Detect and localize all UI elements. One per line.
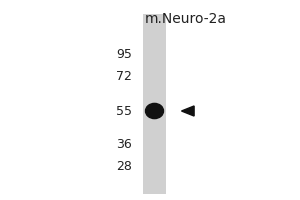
Text: 36: 36 <box>116 138 132 150</box>
Text: 95: 95 <box>116 47 132 60</box>
Text: m.Neuro-2a: m.Neuro-2a <box>145 12 227 26</box>
Ellipse shape <box>146 103 164 119</box>
Text: 72: 72 <box>116 70 132 82</box>
Polygon shape <box>182 106 194 116</box>
Text: 28: 28 <box>116 160 132 173</box>
Text: 55: 55 <box>116 105 132 118</box>
Bar <box>143 14 166 194</box>
